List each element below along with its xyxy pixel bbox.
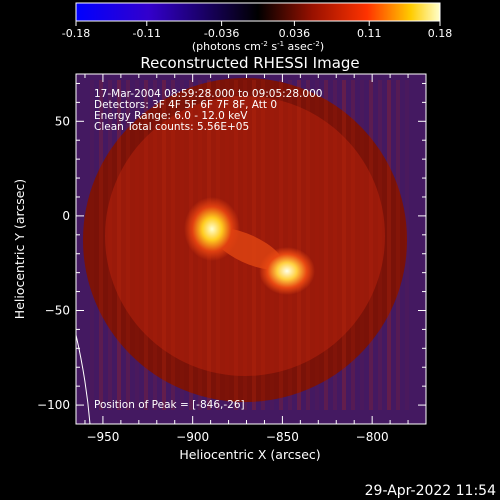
annotation-line: Energy Range: 6.0 - 12.0 keV — [94, 110, 248, 122]
y-tick-label: −50 — [45, 303, 70, 317]
colorbar-ticks: -0.18 -0.11 -0.036 0.036 0.11 0.18 — [62, 21, 452, 40]
annotations: 17-Mar-2004 08:59:28.000 to 09:05:28.000… — [94, 88, 322, 133]
stripe — [279, 80, 283, 410]
annotation-line: Clean Total counts: 5.56E+05 — [94, 121, 249, 133]
footer-timestamp: 29-Apr-2022 11:54 — [365, 483, 496, 499]
colorbar-tick-label: -0.18 — [62, 27, 90, 40]
annotation-line: Detectors: 3F 4F 5F 6F 7F 8F, Att 0 — [94, 99, 277, 111]
stripe — [324, 80, 328, 410]
source-glow — [184, 197, 240, 261]
peak-position-label: Position of Peak = [-846,-26] — [94, 399, 245, 411]
stripe — [99, 80, 103, 410]
x-axis-label: Heliocentric X (arcsec) — [179, 447, 320, 462]
stripe — [333, 80, 337, 410]
stripe — [162, 80, 166, 410]
stripe — [126, 80, 130, 410]
stripe — [369, 80, 373, 410]
stripe — [378, 80, 382, 410]
x-tick-label: −850 — [266, 430, 299, 444]
stripe — [297, 80, 301, 410]
solar-limb-curve — [75, 334, 91, 425]
stripe — [180, 80, 184, 410]
x-tick-label: −950 — [86, 430, 119, 444]
stripe — [351, 80, 355, 410]
source-glow — [259, 247, 315, 295]
x-tick-label: −800 — [356, 430, 389, 444]
stripe — [171, 80, 175, 410]
colorbar-tick-label: 0.11 — [357, 27, 382, 40]
y-axis-label: Heliocentric Y (arcsec) — [12, 179, 27, 319]
stripe — [306, 80, 310, 410]
colorbar-tick-label: 0.036 — [279, 27, 311, 40]
stripe — [135, 80, 139, 410]
y-tick-label: 50 — [55, 114, 70, 128]
y-axis-ticks: −100 −50 0 50 — [37, 82, 426, 425]
colorbar-tick-label: -0.036 — [204, 27, 239, 40]
chart-title: Reconstructed RHESSI Image — [140, 54, 359, 72]
annotation-line: 17-Mar-2004 08:59:28.000 to 09:05:28.000 — [94, 88, 322, 100]
stripe — [288, 80, 292, 410]
x-tick-label: −900 — [176, 430, 209, 444]
y-tick-label: 0 — [62, 209, 70, 223]
colorbar — [75, 2, 441, 22]
stripe — [405, 80, 409, 410]
y-tick-label: −100 — [37, 398, 70, 412]
colorbar-tick-label: -0.11 — [133, 27, 161, 40]
x-axis-ticks: −950 −900 −850 −800 — [84, 74, 427, 444]
stripe — [387, 80, 391, 410]
stripe — [270, 80, 274, 410]
stripe — [342, 80, 346, 410]
colorbar-label: (photons cm-2 s-1 asec-2) — [192, 40, 324, 53]
stripe — [144, 80, 148, 410]
stripe — [396, 80, 400, 410]
colorbar-tick-label: 0.18 — [428, 27, 453, 40]
plot-frame — [75, 73, 427, 425]
stripe — [153, 80, 157, 410]
plot-image — [76, 74, 426, 424]
stripe — [315, 80, 319, 410]
stripe — [360, 80, 364, 410]
stripe — [117, 80, 121, 410]
stripe — [90, 80, 94, 410]
stripe — [108, 80, 112, 410]
